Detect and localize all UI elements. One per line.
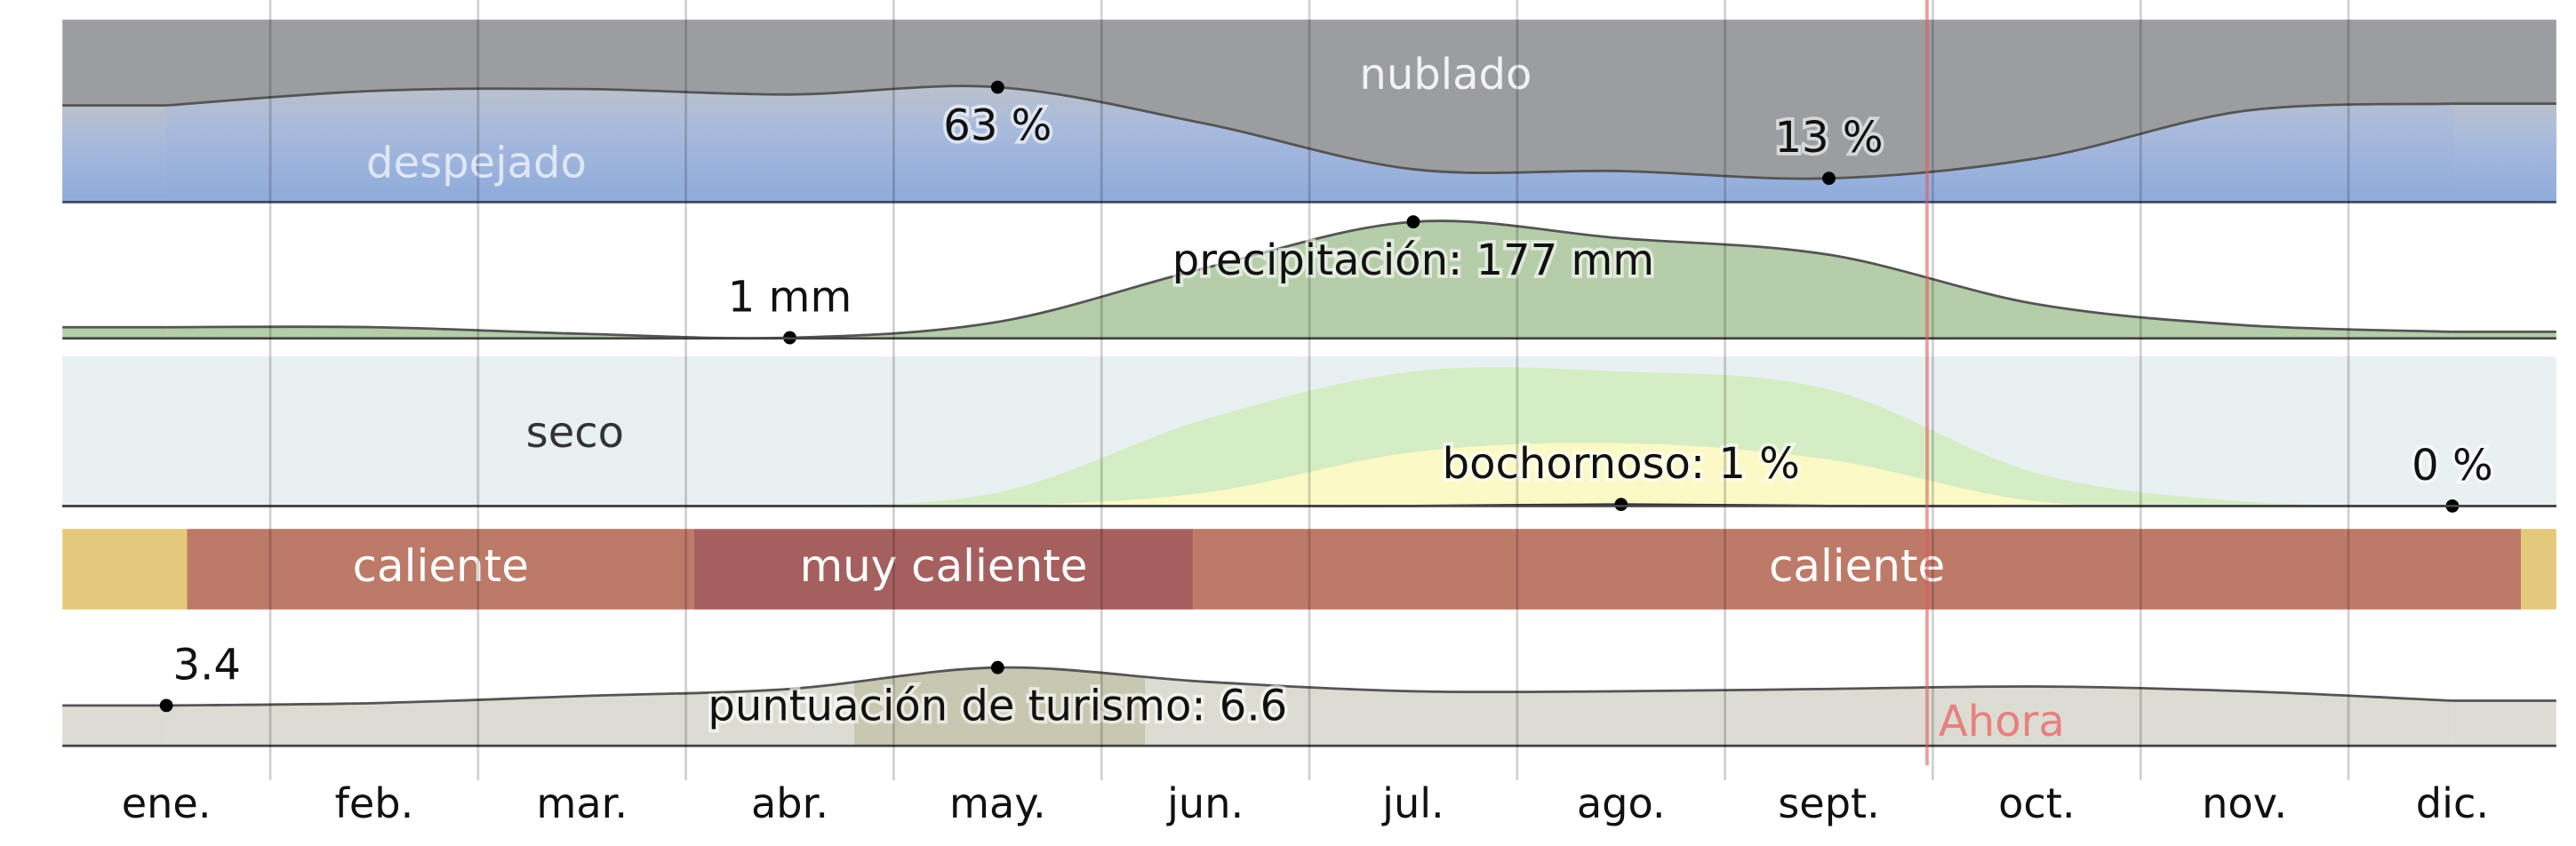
data-label: 1 mm bbox=[728, 273, 852, 323]
best-season bbox=[854, 667, 1146, 746]
data-label: precipitación: 177 mm bbox=[1172, 235, 1654, 285]
x-tick-label: abr. bbox=[751, 779, 828, 827]
x-tick-label: dic. bbox=[2416, 779, 2489, 827]
data-label: bochornoso: 1 % bbox=[1443, 439, 1800, 489]
annotation: seco bbox=[526, 408, 624, 458]
x-tick-label: jul. bbox=[1381, 779, 1444, 827]
band-label: caliente bbox=[353, 540, 529, 592]
line bbox=[166, 666, 2452, 707]
temperature-band bbox=[1193, 529, 2522, 610]
temperature-band bbox=[62, 529, 188, 610]
data-label: 13 % bbox=[1774, 113, 1883, 163]
band-label: caliente bbox=[1769, 540, 1945, 592]
point bbox=[990, 660, 1004, 674]
data-label: 63 % bbox=[943, 100, 1052, 150]
band-label: muy caliente bbox=[800, 540, 1088, 592]
x-tick-label: ago. bbox=[1577, 779, 1666, 827]
x-tick-label: ene. bbox=[122, 779, 212, 827]
x-tick-label: mar. bbox=[536, 779, 628, 827]
x-tick-label: oct. bbox=[1998, 779, 2075, 827]
annotation: nublado bbox=[1359, 50, 1532, 100]
area bbox=[166, 667, 2452, 746]
area-edge bbox=[2452, 700, 2556, 746]
point bbox=[1614, 498, 1628, 512]
temperature-band bbox=[187, 529, 694, 610]
temperature-band bbox=[2521, 529, 2556, 610]
point bbox=[1406, 215, 1420, 229]
x-tick-label: nov. bbox=[2202, 779, 2287, 827]
point bbox=[990, 80, 1004, 94]
data-label: puntuación de turismo: 6.6 bbox=[708, 681, 1287, 730]
data-label: 3.4 bbox=[173, 640, 241, 690]
x-tick-label: feb. bbox=[335, 779, 414, 827]
annotation: despejado bbox=[366, 139, 587, 188]
temperature-band bbox=[693, 529, 1194, 610]
area-edge bbox=[2452, 331, 2556, 339]
area-edge bbox=[2452, 103, 2556, 203]
now-label: Ahora bbox=[1939, 697, 2065, 746]
area bbox=[166, 220, 2452, 339]
data-label: 0 % bbox=[2412, 441, 2492, 491]
area-edge bbox=[62, 327, 167, 339]
area bbox=[166, 85, 2452, 203]
area-edge bbox=[62, 705, 167, 746]
line bbox=[166, 84, 2452, 180]
line bbox=[166, 219, 2452, 340]
point bbox=[1822, 172, 1836, 186]
area-edge bbox=[62, 105, 167, 203]
x-tick-label: may. bbox=[949, 779, 1046, 827]
point bbox=[159, 698, 173, 713]
x-tick-label: jun. bbox=[1166, 779, 1244, 827]
area bbox=[166, 443, 2452, 507]
x-tick-label: sept. bbox=[1778, 779, 1880, 827]
